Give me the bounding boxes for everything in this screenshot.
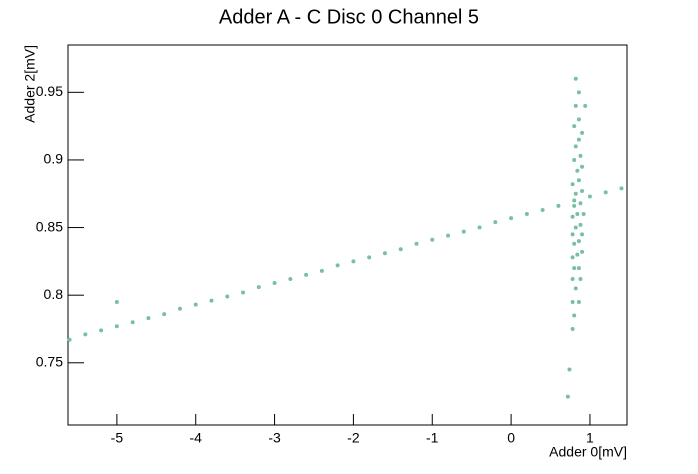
- data-point: [509, 216, 514, 221]
- data-point: [83, 332, 88, 337]
- data-point: [556, 203, 561, 208]
- data-point: [382, 251, 387, 256]
- x-tick-label: 0: [507, 430, 515, 446]
- data-point: [162, 312, 167, 317]
- data-point: [477, 225, 482, 230]
- data-point: [177, 306, 182, 311]
- plot-frame: [67, 44, 628, 426]
- x-tick-label: 1: [586, 430, 594, 446]
- data-point: [581, 212, 586, 217]
- data-point: [573, 103, 578, 108]
- data-point: [573, 76, 578, 81]
- data-point: [572, 313, 577, 318]
- data-point: [241, 290, 246, 295]
- y-axis-label: Adder 2[mV]: [22, 45, 38, 123]
- data-point: [446, 233, 451, 238]
- x-tick-label: -3: [268, 430, 281, 446]
- y-tick-label: 0.85: [36, 218, 63, 234]
- data-point: [304, 272, 309, 277]
- data-point: [583, 103, 588, 108]
- data-point: [572, 124, 577, 129]
- data-point: [570, 255, 575, 260]
- data-point: [288, 276, 293, 281]
- data-point: [578, 276, 583, 281]
- x-tick-label: -4: [189, 430, 202, 446]
- data-point: [67, 337, 72, 342]
- y-tick-label: 0.75: [36, 353, 63, 369]
- data-point: [578, 201, 583, 206]
- data-point: [567, 367, 572, 372]
- data-point: [580, 164, 585, 169]
- data-point: [130, 320, 135, 325]
- data-point: [580, 249, 585, 254]
- data-point: [570, 182, 575, 187]
- chart-title: Adder A - C Disc 0 Channel 5: [219, 6, 479, 28]
- data-point: [570, 214, 575, 219]
- data-point: [576, 299, 581, 304]
- data-point: [114, 299, 119, 304]
- data-point: [540, 207, 545, 212]
- data-point: [580, 232, 585, 237]
- data-point: [272, 281, 277, 286]
- data-point: [570, 232, 575, 237]
- data-point: [576, 239, 581, 244]
- data-point: [193, 302, 198, 307]
- data-point: [572, 198, 577, 203]
- data-point: [351, 259, 356, 264]
- data-point: [587, 194, 592, 199]
- data-point: [575, 212, 580, 217]
- data-point: [430, 237, 435, 242]
- data-point: [573, 191, 578, 196]
- x-tick-label: -5: [111, 430, 124, 446]
- data-point: [99, 328, 104, 333]
- data-point: [209, 298, 214, 303]
- x-tick-label: -2: [347, 430, 360, 446]
- data-point: [570, 299, 575, 304]
- x-axis-label: Adder 0[mV]: [549, 444, 627, 460]
- data-point: [146, 316, 151, 321]
- data-point: [414, 241, 419, 246]
- data-point: [367, 255, 372, 260]
- data-point: [114, 324, 119, 329]
- data-point: [572, 266, 577, 271]
- data-point: [570, 276, 575, 281]
- data-point: [576, 90, 581, 95]
- data-point: [576, 117, 581, 122]
- data-point: [319, 268, 324, 273]
- data-point: [335, 263, 340, 268]
- data-point: [580, 189, 585, 194]
- data-point: [573, 144, 578, 149]
- data-point: [578, 222, 583, 227]
- data-point: [580, 130, 585, 135]
- data-point: [572, 157, 577, 162]
- data-point: [578, 153, 583, 158]
- data-point: [575, 252, 580, 257]
- x-tick-label: -1: [426, 430, 439, 446]
- data-point: [619, 186, 624, 191]
- data-point: [576, 178, 581, 183]
- y-tick-label: 0.95: [36, 83, 63, 99]
- y-tick-label: 0.9: [44, 151, 64, 167]
- data-point: [225, 294, 230, 299]
- data-point: [256, 285, 261, 290]
- data-point: [398, 247, 403, 252]
- data-point: [565, 394, 570, 399]
- data-point: [570, 326, 575, 331]
- data-point: [576, 266, 581, 271]
- data-point: [575, 168, 580, 173]
- data-point: [603, 190, 608, 195]
- data-point: [572, 203, 577, 208]
- data-point: [576, 137, 581, 142]
- data-point: [573, 286, 578, 291]
- data-point: [572, 241, 577, 246]
- y-tick-label: 0.8: [44, 286, 64, 302]
- data-point: [461, 229, 466, 234]
- data-point: [524, 212, 529, 217]
- data-point: [573, 225, 578, 230]
- data-point: [493, 220, 498, 225]
